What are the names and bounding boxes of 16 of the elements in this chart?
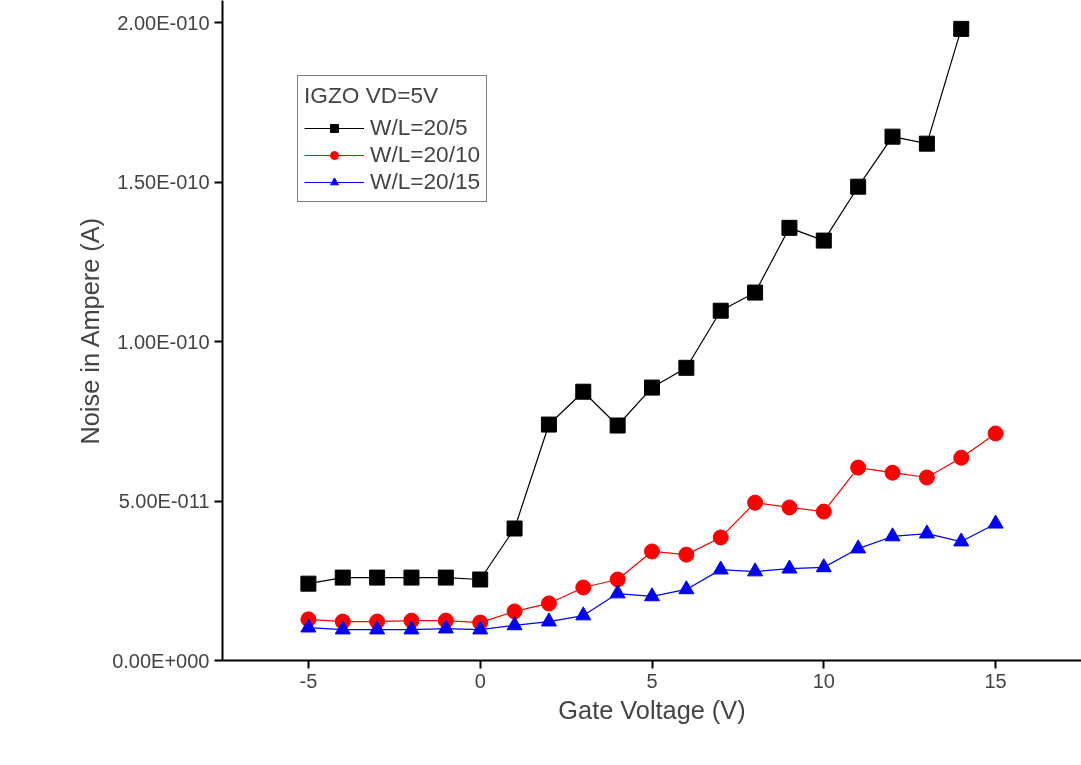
x-tick-label: 15 xyxy=(984,669,1007,692)
legend-label: W/L=20/10 xyxy=(370,141,481,168)
y-tick-label: 1.00E-010 xyxy=(117,330,210,353)
y-axis-title: Noise in Ampere (A) xyxy=(76,217,105,445)
legend-title: IGZO VD=5V xyxy=(304,82,440,109)
x-tick-label: 10 xyxy=(812,669,835,692)
y-tick-label: 0.00E+000 xyxy=(112,649,210,672)
y-tick-label: 2.00E-010 xyxy=(117,11,210,34)
legend-label: W/L=20/5 xyxy=(370,114,468,141)
y-tick-label: 1.50E-010 xyxy=(117,171,210,194)
x-tick-label: 5 xyxy=(646,669,658,692)
x-tick-label: 0 xyxy=(474,669,486,692)
x-tick-label: -5 xyxy=(299,669,318,692)
x-axis-title: Gate Voltage (V) xyxy=(558,695,746,724)
legend-label: W/L=20/15 xyxy=(370,168,481,195)
y-tick-label: 5.00E-011 xyxy=(118,490,210,513)
